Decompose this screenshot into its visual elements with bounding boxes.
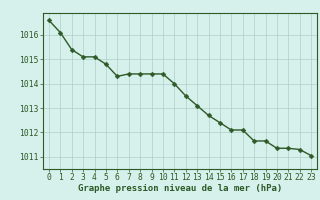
X-axis label: Graphe pression niveau de la mer (hPa): Graphe pression niveau de la mer (hPa) (78, 184, 282, 193)
